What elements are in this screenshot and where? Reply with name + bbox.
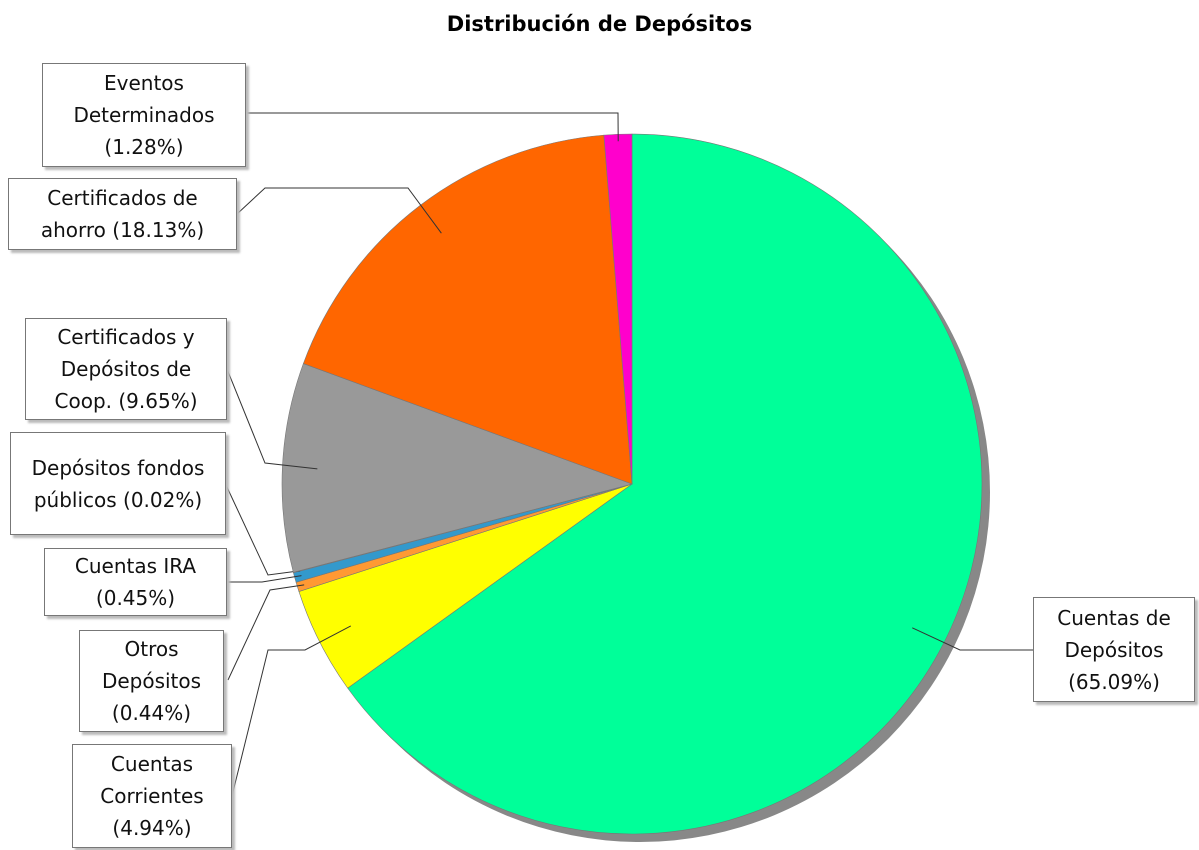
category-name: Cuentas IRA [74, 554, 197, 578]
leader-line [246, 112, 619, 142]
category-name: Depósitos fondos públicos [31, 455, 205, 512]
leader-line [236, 187, 442, 234]
slice-label: Depósitos fondos públicos (0.02%) [10, 432, 226, 535]
category-name: Certificados de ahorro [40, 186, 198, 242]
leader-line [231, 625, 352, 797]
value-label: (1.28%) [104, 135, 184, 159]
category-name: Cuentas Corrientes [100, 752, 204, 808]
leader-line [226, 368, 318, 470]
label-text: Depósitos fondos públicos (0.02%) [17, 452, 219, 516]
value-label: (0.45%) [95, 586, 176, 610]
value-label: (4.94%) [112, 816, 192, 840]
label-text: Otros Depósitos (0.44%) [86, 633, 217, 729]
value-label: (65.09%) [1068, 669, 1160, 694]
value-label: (0.44%) [111, 701, 192, 725]
value-label: (18.13%) [112, 218, 205, 242]
category-name: Certificados y Depósitos de Coop. [54, 325, 195, 413]
pie-slice [302, 134, 633, 485]
label-text: Eventos Determinados (1.28%) [49, 67, 239, 163]
leader-line [227, 584, 305, 681]
slice-label: Otros Depósitos (0.44%) [79, 630, 224, 732]
label-text: Cuentas de Depósitos (65.09%) [1040, 602, 1188, 698]
leader-line [912, 627, 1033, 651]
leader-line [227, 575, 302, 583]
value-label: (9.65%) [118, 389, 198, 413]
slice-label: Cuentas de Depósitos (65.09%) [1033, 597, 1195, 702]
pie-slice [347, 133, 983, 835]
slice-label: Cuentas Corrientes (4.94%) [72, 744, 232, 848]
category-name: Eventos Determinados [73, 71, 215, 127]
slice-label: Eventos Determinados (1.28%) [42, 63, 246, 167]
category-name: Otros Depósitos [101, 637, 202, 693]
value-label: (0.02%) [123, 487, 203, 512]
chart-title: Distribución de Depósitos [446, 12, 753, 36]
label-text: Certificados de ahorro (18.13%) [15, 182, 230, 246]
slice-label: Certificados de ahorro (18.13%) [8, 178, 237, 250]
pie-slice [281, 363, 634, 573]
slice-label: Certificados y Depósitos de Coop. (9.65%… [25, 318, 227, 420]
label-text: Certificados y Depósitos de Coop. (9.65%… [32, 321, 220, 417]
label-text: Cuentas IRA (0.45%) [51, 550, 220, 614]
label-text: Cuentas Corrientes (4.94%) [79, 748, 225, 844]
category-name: Cuentas de Depósitos [1057, 605, 1171, 662]
slice-label: Cuentas IRA (0.45%) [44, 548, 227, 616]
leader-line [225, 484, 301, 576]
